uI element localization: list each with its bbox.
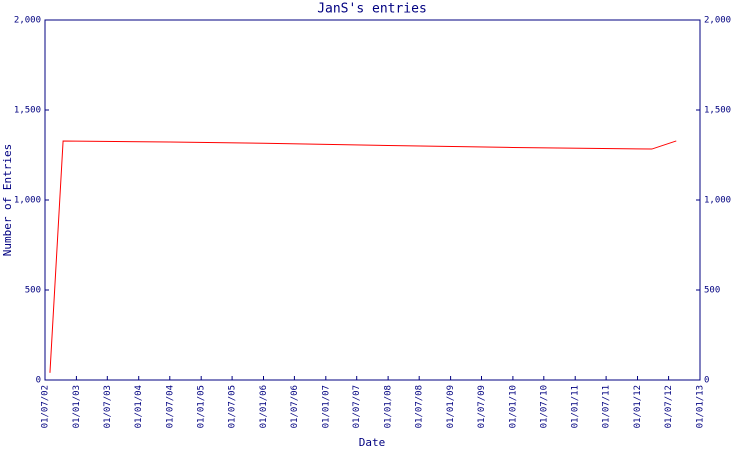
x-tick-label: 01/01/06 bbox=[259, 385, 269, 428]
y-tick-label: 1,000 bbox=[14, 196, 41, 206]
x-tick-label: 01/07/06 bbox=[290, 385, 300, 428]
y-tick-label: 0 bbox=[36, 376, 41, 386]
x-tick-label: 01/07/11 bbox=[602, 385, 612, 428]
y-tick-label: 1,500 bbox=[14, 106, 41, 116]
x-tick-label: 01/01/10 bbox=[508, 385, 518, 428]
x-tick-label: 01/07/04 bbox=[165, 385, 175, 428]
chart-title: JanS's entries bbox=[317, 2, 427, 17]
x-tick-label: 01/07/12 bbox=[664, 385, 674, 428]
x-tick-label: 01/01/09 bbox=[446, 385, 456, 428]
x-tick-label: 01/01/03 bbox=[72, 385, 82, 428]
x-tick-label: 01/01/13 bbox=[696, 385, 706, 428]
x-tick-label: 01/01/11 bbox=[571, 385, 581, 428]
y2-tick-label: 0 bbox=[704, 376, 709, 386]
x-tick-label: 01/07/09 bbox=[477, 385, 487, 428]
data-line bbox=[49, 140, 677, 373]
y2-tick-label: 1,000 bbox=[704, 196, 731, 206]
x-tick-label: 01/01/12 bbox=[633, 385, 643, 428]
y2-tick-label: 500 bbox=[704, 286, 720, 296]
y2-tick-label: 2,000 bbox=[704, 16, 731, 26]
x-axis-label: Date bbox=[359, 436, 386, 449]
y-tick-label: 500 bbox=[25, 286, 41, 296]
x-tick-label: 01/07/05 bbox=[228, 385, 238, 428]
x-tick-label: 01/01/05 bbox=[197, 385, 207, 428]
plot-frame bbox=[44, 19, 701, 381]
x-tick-label: 01/07/07 bbox=[352, 385, 362, 428]
x-tick-label: 01/07/08 bbox=[415, 385, 425, 428]
x-tick-label: 01/07/10 bbox=[539, 385, 549, 428]
x-tick-label: 01/01/08 bbox=[384, 385, 394, 428]
x-tick-label: 01/07/02 bbox=[41, 385, 51, 428]
x-tick-label: 01/07/03 bbox=[103, 385, 113, 428]
y2-tick-label: 1,500 bbox=[704, 106, 731, 116]
x-tick-label: 01/01/07 bbox=[321, 385, 331, 428]
y-axis-label: Number of Entries bbox=[1, 144, 14, 257]
x-tick-label: 01/01/04 bbox=[134, 385, 144, 428]
y-tick-label: 2,000 bbox=[14, 16, 41, 26]
